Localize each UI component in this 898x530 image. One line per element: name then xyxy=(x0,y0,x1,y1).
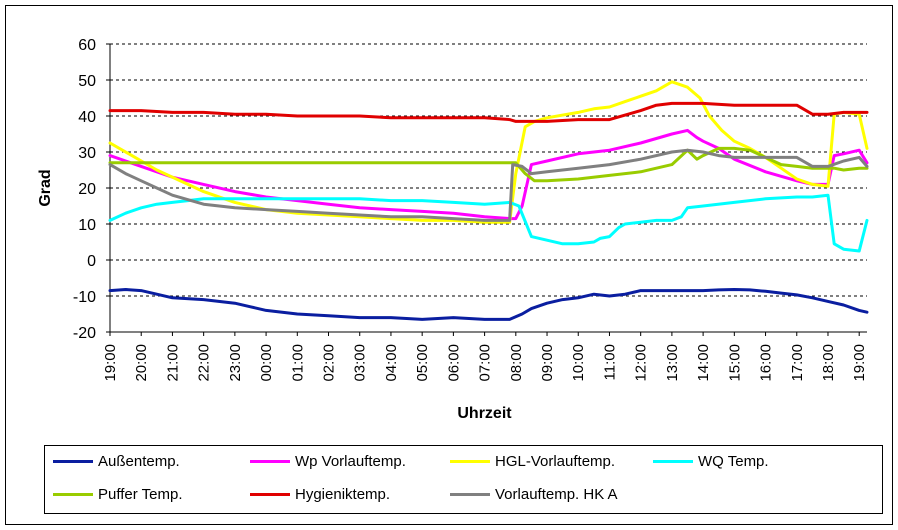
x-tick-label: 14:00 xyxy=(695,344,712,382)
x-tick-label: 21:00 xyxy=(164,344,181,382)
series-line-5 xyxy=(108,146,869,183)
x-tick-label: 06:00 xyxy=(445,344,462,382)
legend-item: HGL-Vorlauftemp. xyxy=(450,450,615,472)
legend-swatch xyxy=(250,459,290,463)
legend-item: Wp Vorlauftemp. xyxy=(250,450,406,472)
legend-swatch xyxy=(450,459,490,463)
x-tick-label: 16:00 xyxy=(758,344,775,382)
x-tick-label: 01:00 xyxy=(289,344,306,382)
y-tick-label: 20 xyxy=(78,181,96,198)
x-tick-label: 15:00 xyxy=(726,344,743,382)
x-tick-label: 10:00 xyxy=(570,344,587,382)
y-tick-label: -10 xyxy=(73,289,96,306)
x-tick-label: 17:00 xyxy=(789,344,806,382)
legend-item: Puffer Temp. xyxy=(53,483,183,505)
x-tick-label: 00:00 xyxy=(258,344,275,382)
legend-swatch xyxy=(250,492,290,496)
y-tick-label: 0 xyxy=(87,253,96,270)
x-tick-label: 07:00 xyxy=(477,344,494,382)
x-tick-label: 13:00 xyxy=(664,344,681,382)
series-line-1 xyxy=(108,288,869,321)
legend-swatch xyxy=(653,459,693,463)
legend-label: Wp Vorlauftemp. xyxy=(295,452,406,470)
y-tick-label: 50 xyxy=(78,73,96,90)
x-tick-label: 18:00 xyxy=(820,344,837,382)
x-tick-label: 09:00 xyxy=(539,344,556,382)
y-tick-label: 30 xyxy=(78,145,96,162)
y-tick-label: -20 xyxy=(73,325,96,342)
series-line-4 xyxy=(108,193,869,253)
x-tick-label: 23:00 xyxy=(227,344,244,382)
y-tick-label: 10 xyxy=(78,217,96,234)
legend-swatch xyxy=(53,492,93,496)
x-tick-label: 05:00 xyxy=(414,344,431,382)
legend-item: Hygieniktemp. xyxy=(250,483,390,505)
line-chart: -20 -10 0 10 20 30 40 50 60 19:00 20:00 21:00 22:00 2… xyxy=(37,37,869,422)
legend-label: Außentemp. xyxy=(98,452,180,470)
legend-label: Puffer Temp. xyxy=(98,485,183,503)
legend-item: Vorlauftemp. HK A xyxy=(450,483,618,505)
x-axis-title: Uhrzeit xyxy=(457,405,512,422)
x-tick-label: 11:00 xyxy=(601,344,618,380)
legend-label: HGL-Vorlauftemp. xyxy=(495,452,616,470)
x-tick-label: 04:00 xyxy=(383,344,400,382)
x-tick-label: 19:00 xyxy=(102,344,119,382)
legend: Außentemp. Wp Vorlauftemp. HGL-Vorlauftemp… xyxy=(44,445,883,514)
x-tick-label: 08:00 xyxy=(508,344,525,382)
legend-label: Hygieniktemp. xyxy=(295,485,391,503)
legend-swatch xyxy=(53,459,93,463)
legend-swatch xyxy=(450,492,490,496)
x-tick-label: 22:00 xyxy=(196,344,213,382)
legend-label: WQ Temp. xyxy=(698,452,769,470)
x-tick-label: 03:00 xyxy=(352,344,369,382)
series-line-6 xyxy=(108,101,869,123)
series-line-7 xyxy=(108,148,869,222)
x-tick-label: 12:00 xyxy=(633,344,650,382)
legend-item: Außentemp. xyxy=(53,450,180,472)
x-tick-label: 02:00 xyxy=(321,344,338,382)
y-tick-label: 40 xyxy=(78,109,96,126)
y-tick-label: 60 xyxy=(78,37,96,54)
chart-frame xyxy=(5,5,893,525)
x-tick-label: 19:00 xyxy=(851,344,868,382)
legend-item: WQ Temp. xyxy=(653,450,769,472)
x-tick-label: 20:00 xyxy=(133,344,150,382)
y-axis-title: Grad xyxy=(37,169,54,206)
legend-label: Vorlauftemp. HK A xyxy=(495,485,618,503)
